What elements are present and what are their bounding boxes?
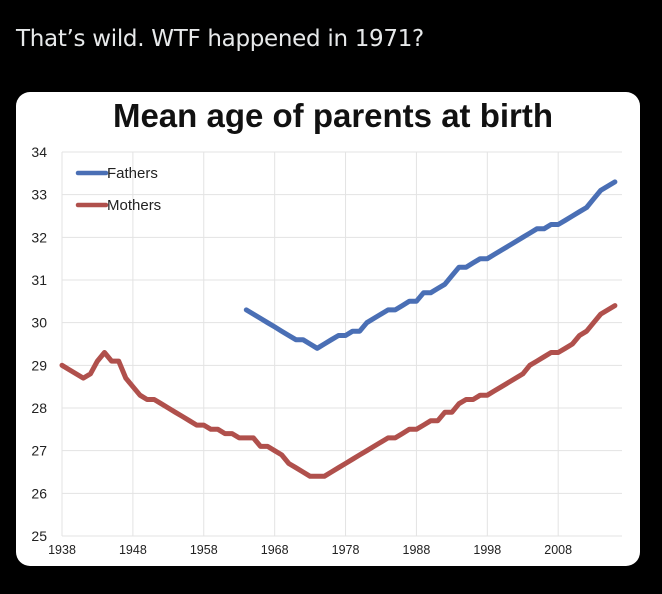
y-tick-label: 26 [31,485,47,501]
series-line-mothers [59,303,618,479]
y-tick-label: 29 [31,357,47,373]
post-text: That’s wild. WTF happened in 1971? [16,26,424,52]
chart-title: Mean age of parents at birth [113,97,553,134]
x-axis-ticks: 1938 1948 1958 1968 1978 1988 1998 2008 [48,543,572,557]
y-tick-label: 28 [31,400,47,416]
x-tick-label: 1988 [403,543,431,557]
x-tick-label: 1998 [473,543,501,557]
y-tick-label: 30 [31,315,47,331]
y-tick-label: 27 [31,443,47,459]
y-axis-ticks: 25 26 27 28 29 30 31 32 33 34 [31,144,47,544]
y-tick-label: 33 [31,187,47,203]
legend-label-fathers: Fathers [107,165,158,182]
legend-label-mothers: Mothers [107,197,161,214]
legend: Fathers Mothers [75,165,161,214]
line-chart: Mean age of parents at birth 25 26 27 28 29 3… [31,97,622,557]
series-lines [59,179,618,479]
x-tick-label: 1948 [119,543,147,557]
grid [61,151,622,537]
series-line-fathers [243,179,618,351]
y-tick-label: 31 [31,272,47,288]
x-tick-label: 2008 [544,543,572,557]
x-tick-label: 1958 [190,543,218,557]
chart-card: Mean age of parents at birth 25 26 27 28 29 3… [16,92,640,566]
x-tick-label: 1978 [332,543,360,557]
x-tick-label: 1968 [261,543,289,557]
y-tick-label: 34 [31,144,47,160]
x-tick-label: 1938 [48,543,76,557]
y-tick-label: 25 [31,528,47,544]
y-tick-label: 32 [31,229,47,245]
